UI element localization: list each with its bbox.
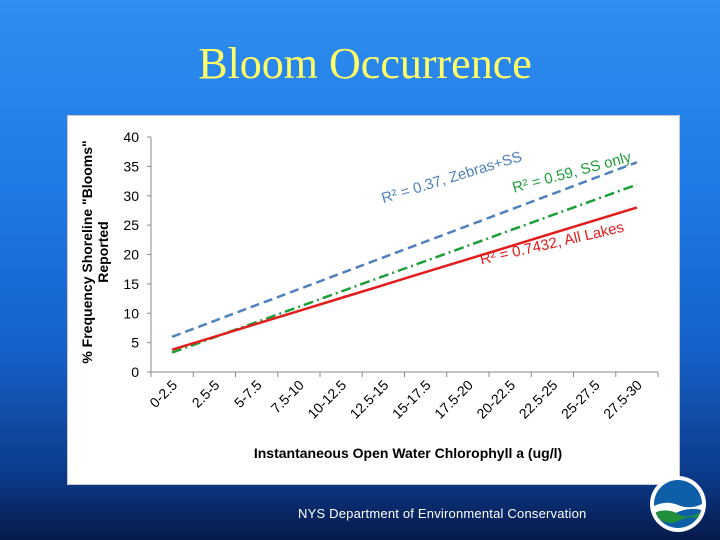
- y-tick-label: 35: [123, 158, 139, 174]
- x-tick-label: 25-27.5: [558, 377, 603, 422]
- x-tick-label: 15-17.5: [389, 377, 434, 422]
- x-tick-label: 22.5-25: [516, 377, 561, 422]
- annotation-zebras-ss: R² = 0.37, Zebras+SS: [379, 148, 524, 207]
- y-axis-title-line-1: % Frequency Shoreline "Blooms": [79, 140, 95, 363]
- x-axis-title: Instantaneous Open Water Chlorophyll a (…: [254, 445, 562, 461]
- y-axis-title-line-2: Reported: [95, 221, 111, 282]
- x-tick-label: 0-2.5: [146, 377, 180, 411]
- y-tick-label: 5: [131, 335, 139, 351]
- nys-dec-logo-icon: [648, 474, 708, 539]
- annotation-ss-only: R² = 0.59, SS only: [511, 149, 634, 197]
- y-tick-label: 20: [123, 247, 139, 263]
- x-tick-label: 5-7.5: [231, 377, 265, 411]
- y-tick-label: 25: [123, 217, 139, 233]
- x-tick-label: 2.5-5: [189, 377, 223, 411]
- y-tick-label: 40: [123, 129, 139, 145]
- x-tick-label: 12.5-15: [347, 377, 392, 422]
- y-tick-label: 10: [123, 305, 139, 321]
- annotation-all-lakes: R² = 0.7432, All Lakes: [478, 219, 625, 269]
- y-tick-label: 30: [123, 188, 139, 204]
- x-tick-label: 27.5-30: [600, 377, 645, 422]
- x-tick-label: 17.5-20: [431, 377, 476, 422]
- x-tick-label: 20-22.5: [473, 377, 518, 422]
- slide-title: Bloom Occurrence: [198, 39, 532, 88]
- y-tick-label: 0: [131, 364, 139, 380]
- chart-svg: 0 5 10 15 20 25 30 35 40 0-2.5 2.5-5 5-7.5 7.5-1010…: [79, 129, 659, 461]
- series-line-ss-only: [171, 183, 638, 354]
- series-line-zebras-ss: [171, 161, 638, 338]
- footer-org-name: NYS Department of Environmental Conserva…: [298, 506, 587, 521]
- x-tick-label: 10-12.5: [304, 377, 349, 422]
- series-line-all-lakes: [171, 206, 638, 351]
- y-tick-label: 15: [123, 276, 139, 292]
- x-tick-label: 7.5-10: [268, 377, 308, 417]
- chart-panel: 0 5 10 15 20 25 30 35 40 0-2.5 2.5-5 5-7.5 7.5-10 10…: [67, 115, 680, 485]
